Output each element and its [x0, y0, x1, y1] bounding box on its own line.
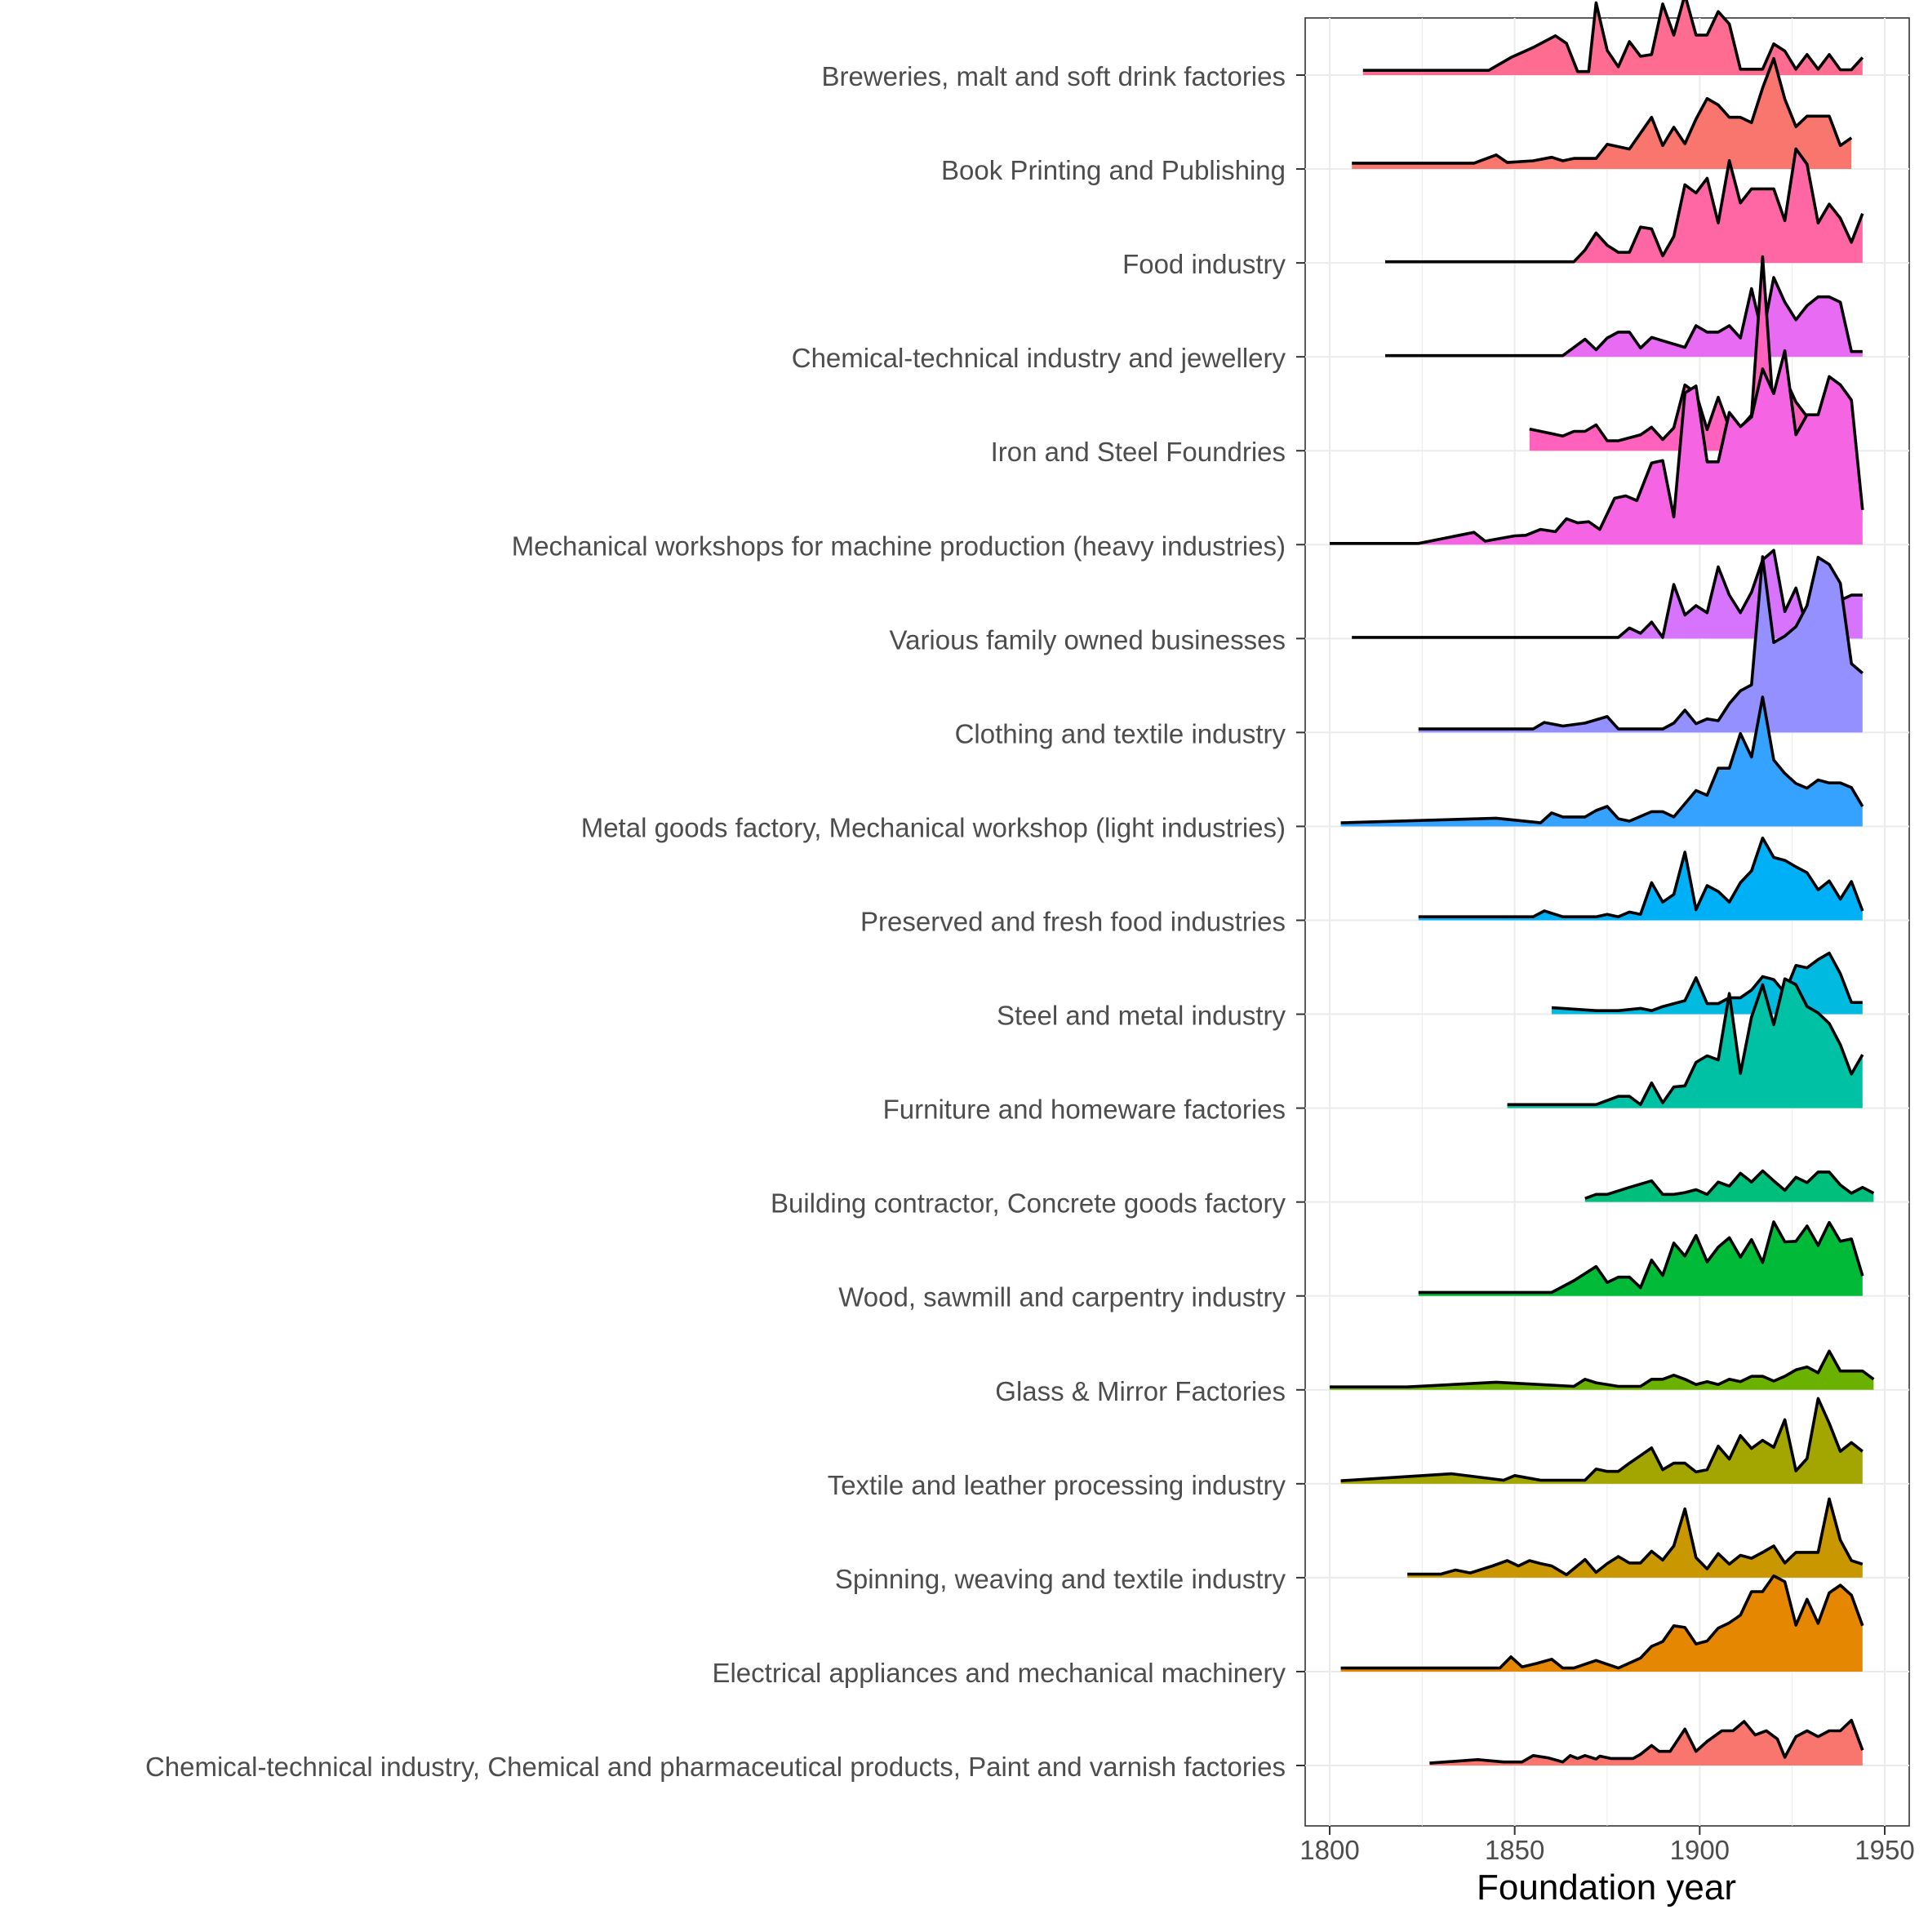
category-label: Iron and Steel Foundries [991, 437, 1286, 467]
ridge-outline [1529, 255, 1852, 442]
ridge-area [1507, 979, 1863, 1108]
category-label: Metal goods factory, Mechanical workshop… [581, 812, 1286, 842]
ridge-outline [1340, 695, 1864, 824]
ridge-area [1340, 1398, 1863, 1484]
ridge-outline [1429, 1718, 1864, 1765]
ridge-outline [1584, 1169, 1875, 1200]
ridge-outline [1418, 1220, 1864, 1295]
category-label: Preserved and fresh food industries [860, 907, 1286, 937]
category-label: Building contractor, Concrete goods fact… [771, 1188, 1286, 1219]
x-axis-title: Foundation year [1477, 1868, 1736, 1908]
ridge-outline [1418, 555, 1864, 731]
ridge-area [1330, 1351, 1874, 1390]
ridge-outline [1551, 951, 1863, 1012]
ridge-area [1340, 697, 1863, 827]
category-label: Clothing and textile industry [955, 718, 1286, 748]
ridge-area [1330, 350, 1863, 545]
ridge-outline [1362, 0, 1864, 73]
ridge-outline [1330, 1349, 1875, 1388]
category-label-layer: Breweries, malt and soft drink factories… [145, 61, 1305, 1782]
ridge-outline [1385, 147, 1864, 264]
category-label: Chemical-technical industry, Chemical an… [145, 1752, 1286, 1782]
category-label: Mechanical workshops for machine product… [512, 531, 1286, 561]
category-label: Electrical appliances and mechanical mac… [712, 1658, 1286, 1688]
category-label: Chemical-technical industry and jeweller… [792, 343, 1286, 373]
ridge-outline [1340, 1397, 1864, 1482]
category-label: Textile and leather processing industry [828, 1470, 1286, 1500]
x-tick-label: 1850 [1485, 1835, 1544, 1865]
x-tick-layer: 1800 1850 1900 1950 [1299, 1826, 1915, 1865]
category-label: Glass & Mirror Factories [995, 1376, 1286, 1406]
ridge-layer [1330, 0, 1875, 1765]
ridge-outline [1418, 836, 1864, 918]
x-tick-label: 1900 [1670, 1835, 1730, 1865]
ridge-area [1385, 149, 1863, 264]
category-label: Book Printing and Publishing [941, 155, 1286, 185]
category-label: Various family owned businesses [890, 624, 1286, 655]
category-label: Steel and metal industry [997, 1001, 1286, 1031]
ridge-area [1418, 837, 1863, 921]
category-label: Food industry [1122, 249, 1286, 279]
ridge-area [1352, 550, 1863, 639]
ridge-outline [1340, 1574, 1864, 1670]
category-label: Breweries, malt and soft drink factories [821, 61, 1286, 91]
ridge-outline [1352, 56, 1853, 165]
ridge-area [1340, 1575, 1863, 1672]
ridge-outline [1330, 349, 1864, 545]
ridge-outline [1385, 276, 1863, 358]
x-tick-label: 1800 [1299, 1835, 1359, 1865]
category-label: Furniture and homeware factories [883, 1095, 1286, 1125]
category-label: Wood, sawmill and carpentry industry [838, 1282, 1286, 1312]
category-label: Spinning, weaving and textile industry [835, 1564, 1286, 1594]
ridge-area [1385, 278, 1863, 358]
x-tick-label: 1950 [1855, 1835, 1914, 1865]
ridge-outline [1407, 1497, 1864, 1577]
ridge-area [1352, 58, 1852, 170]
ridge-outline [1507, 977, 1864, 1107]
ridge-area [1429, 1720, 1863, 1765]
ridge-area [1418, 557, 1863, 733]
